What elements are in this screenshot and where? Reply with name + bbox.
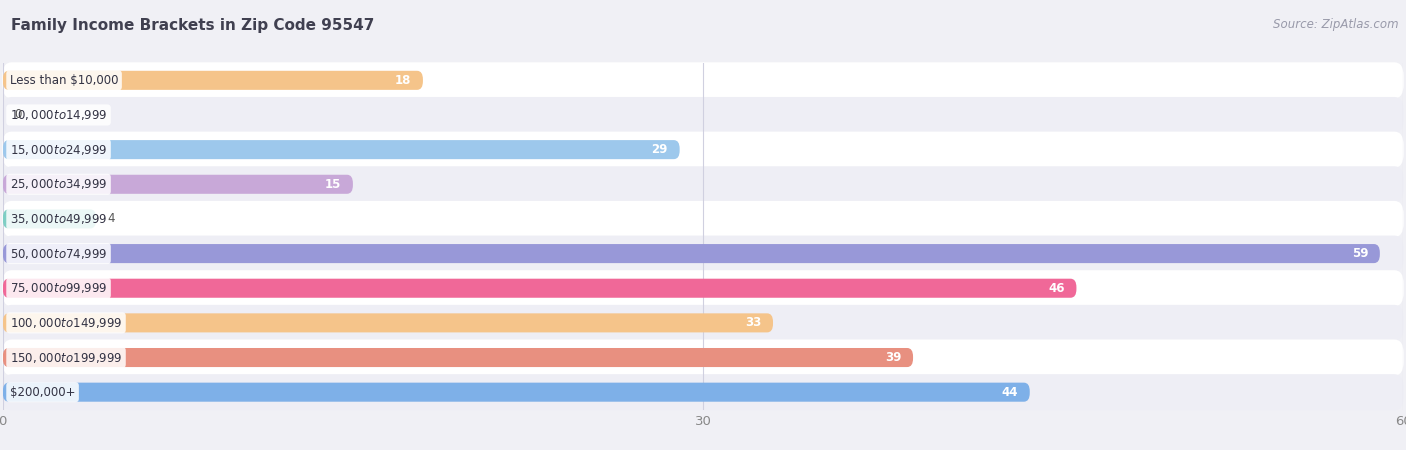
FancyBboxPatch shape	[3, 166, 1403, 203]
Text: $100,000 to $149,999: $100,000 to $149,999	[10, 316, 122, 330]
FancyBboxPatch shape	[3, 279, 1077, 298]
FancyBboxPatch shape	[3, 62, 1403, 99]
Text: $25,000 to $34,999: $25,000 to $34,999	[10, 177, 107, 191]
FancyBboxPatch shape	[3, 71, 423, 90]
Text: 0: 0	[14, 108, 22, 122]
Text: $150,000 to $199,999: $150,000 to $199,999	[10, 351, 122, 364]
Text: 59: 59	[1351, 247, 1368, 260]
FancyBboxPatch shape	[3, 235, 1403, 272]
FancyBboxPatch shape	[3, 348, 912, 367]
FancyBboxPatch shape	[3, 201, 1403, 237]
Text: 18: 18	[395, 74, 412, 87]
FancyBboxPatch shape	[3, 131, 1403, 168]
FancyBboxPatch shape	[3, 140, 679, 159]
Text: 15: 15	[325, 178, 342, 191]
Text: 33: 33	[745, 316, 762, 329]
FancyBboxPatch shape	[3, 382, 1029, 402]
Text: $10,000 to $14,999: $10,000 to $14,999	[10, 108, 107, 122]
FancyBboxPatch shape	[3, 209, 96, 229]
Text: $15,000 to $24,999: $15,000 to $24,999	[10, 143, 107, 157]
Text: 4: 4	[108, 212, 115, 225]
Text: 44: 44	[1001, 386, 1018, 399]
FancyBboxPatch shape	[3, 339, 1403, 376]
Text: $50,000 to $74,999: $50,000 to $74,999	[10, 247, 107, 261]
FancyBboxPatch shape	[3, 244, 1379, 263]
Text: 29: 29	[651, 143, 668, 156]
FancyBboxPatch shape	[3, 313, 773, 333]
Text: $75,000 to $99,999: $75,000 to $99,999	[10, 281, 107, 295]
Text: Less than $10,000: Less than $10,000	[10, 74, 118, 87]
Text: Family Income Brackets in Zip Code 95547: Family Income Brackets in Zip Code 95547	[11, 18, 374, 33]
FancyBboxPatch shape	[3, 175, 353, 194]
FancyBboxPatch shape	[3, 97, 1403, 133]
Text: 39: 39	[884, 351, 901, 364]
FancyBboxPatch shape	[3, 374, 1403, 410]
Text: 46: 46	[1049, 282, 1064, 295]
Text: $35,000 to $49,999: $35,000 to $49,999	[10, 212, 107, 226]
FancyBboxPatch shape	[3, 270, 1403, 306]
Text: Source: ZipAtlas.com: Source: ZipAtlas.com	[1274, 18, 1399, 31]
Text: $200,000+: $200,000+	[10, 386, 76, 399]
FancyBboxPatch shape	[3, 305, 1403, 341]
